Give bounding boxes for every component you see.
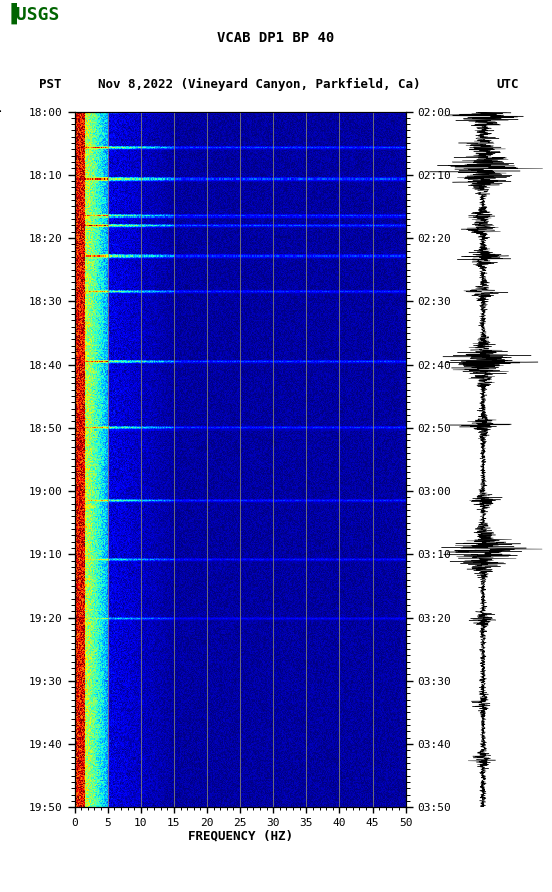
Text: VCAB DP1 BP 40: VCAB DP1 BP 40 <box>217 31 335 45</box>
Text: ▐USGS: ▐USGS <box>6 3 60 23</box>
Text: UTC: UTC <box>497 78 519 91</box>
Text: PST: PST <box>39 78 61 91</box>
X-axis label: FREQUENCY (HZ): FREQUENCY (HZ) <box>188 829 293 842</box>
Text: Nov 8,2022 (Vineyard Canyon, Parkfield, Ca): Nov 8,2022 (Vineyard Canyon, Parkfield, … <box>98 78 421 91</box>
